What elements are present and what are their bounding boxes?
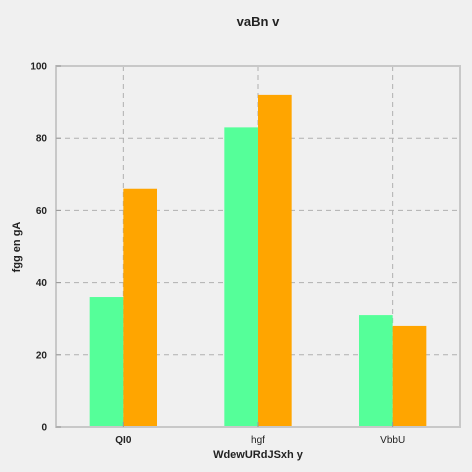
bar-series1-hgf [224, 127, 258, 428]
bars [89, 94, 427, 428]
bar-series1-VbbU [359, 315, 393, 427]
x-tick-label: QI0 [115, 435, 132, 446]
bar-series1-QI0 [89, 297, 124, 427]
y-tick-label: 80 [36, 134, 48, 145]
x-tick-label: hgf [251, 435, 265, 446]
bar-series2-VbbU [392, 325, 427, 427]
x-tick-label: VbbU [380, 435, 405, 446]
y-tick-label: 20 [36, 350, 48, 361]
x-axis: QI0 hgf VbbU [115, 422, 405, 446]
bar-series2-QI0 [123, 188, 157, 427]
chart-title: vaBn v [237, 14, 280, 29]
y-tick-label: 60 [36, 206, 48, 217]
x-axis-label: WdewURdJSxh y [213, 449, 304, 461]
y-axis-label: fgg en gA [11, 222, 23, 273]
y-tick-label: 100 [30, 62, 47, 73]
bar-series2-hgf [258, 94, 292, 427]
y-tick-label: 40 [36, 278, 48, 289]
y-tick-label: 0 [41, 423, 47, 434]
y-axis: 0 20 40 60 80 100 [30, 62, 61, 434]
